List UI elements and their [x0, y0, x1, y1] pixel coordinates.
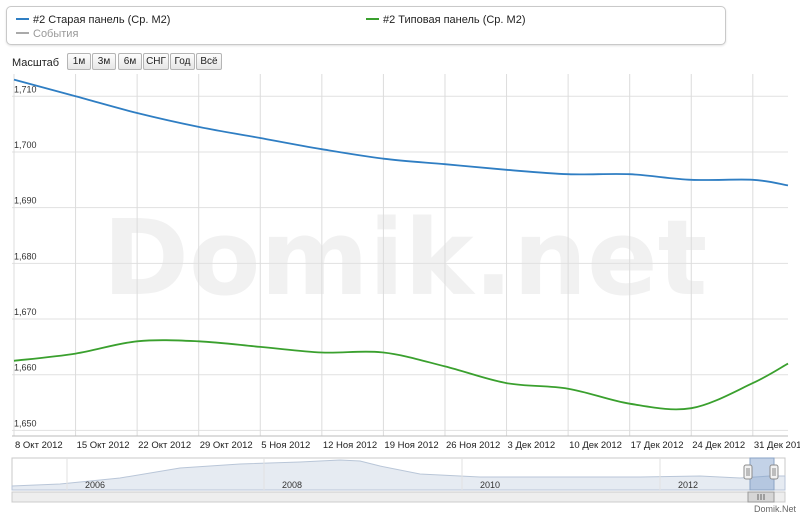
x-tick-label: 19 Ноя 2012: [384, 440, 438, 451]
navigator-year-label: 2006: [85, 480, 105, 490]
y-tick-label: 1,690: [14, 196, 37, 206]
legend-line-icon: [16, 32, 29, 35]
zoom-button-year[interactable]: Год: [170, 53, 195, 70]
legend-line-icon: [366, 18, 379, 21]
x-tick-label: 12 Ноя 2012: [323, 440, 377, 451]
y-tick-label: 1,680: [14, 251, 37, 261]
zoom-label: Масштаб: [12, 57, 60, 69]
x-tick-label: 10 Дек 2012: [569, 440, 622, 451]
credit-label: Domik.Net: [753, 504, 796, 514]
legend-box: #2 Старая панель (Ср. М2) #2 Типовая пан…: [6, 6, 726, 45]
series-line-2: [13, 339, 789, 411]
zoom-button-all[interactable]: Всё: [196, 53, 222, 70]
x-tick-label: 5 Ноя 2012: [261, 440, 310, 451]
legend-label: #2 Типовая панель (Ср. М2): [383, 14, 526, 26]
x-tick-label: 8 Окт 2012: [15, 440, 63, 451]
series-line-1: [13, 78, 789, 187]
zoom-button-3m[interactable]: 3м: [92, 53, 116, 70]
x-tick-label: 22 Окт 2012: [138, 440, 191, 451]
legend-item-events[interactable]: События: [16, 28, 78, 41]
y-tick-label: 1,660: [14, 363, 37, 373]
x-tick-label: 17 Дек 2012: [631, 440, 684, 451]
x-tick-label: 15 Окт 2012: [77, 440, 130, 451]
navigator-year-label: 2012: [678, 480, 698, 490]
y-tick-label: 1,670: [14, 307, 37, 317]
navigator-year-label: 2010: [480, 480, 500, 490]
x-tick-label: 24 Дек 2012: [692, 440, 745, 451]
x-tick-label: 26 Ноя 2012: [446, 440, 500, 451]
legend-label: #2 Старая панель (Ср. М2): [33, 14, 171, 26]
x-tick-label: 31 Дек 2012: [754, 440, 800, 451]
x-tick-label: 29 Окт 2012: [200, 440, 253, 451]
navigator-scrollbar-track: [11, 491, 786, 503]
legend-label: События: [33, 28, 79, 40]
watermark-text: Domik.net: [103, 197, 708, 319]
y-tick-label: 1,710: [14, 84, 37, 94]
zoom-button-ytd[interactable]: СНГ: [143, 53, 169, 70]
legend-item-typical-panel[interactable]: #2 Типовая панель (Ср. М2): [366, 14, 525, 27]
navigator-handle[interactable]: [743, 464, 753, 480]
navigator-area: [11, 459, 786, 491]
navigator-handle[interactable]: [769, 464, 779, 480]
x-tick-label: 3 Дек 2012: [508, 440, 556, 451]
legend-item-old-panel[interactable]: #2 Старая панель (Ср. М2): [16, 14, 170, 27]
navigator-year-label: 2008: [282, 480, 302, 490]
legend-line-icon: [16, 18, 29, 21]
zoom-button-1m[interactable]: 1м: [67, 53, 91, 70]
y-tick-label: 1,700: [14, 140, 37, 150]
zoom-button-6m[interactable]: 6м: [118, 53, 142, 70]
y-tick-label: 1,650: [14, 418, 37, 428]
